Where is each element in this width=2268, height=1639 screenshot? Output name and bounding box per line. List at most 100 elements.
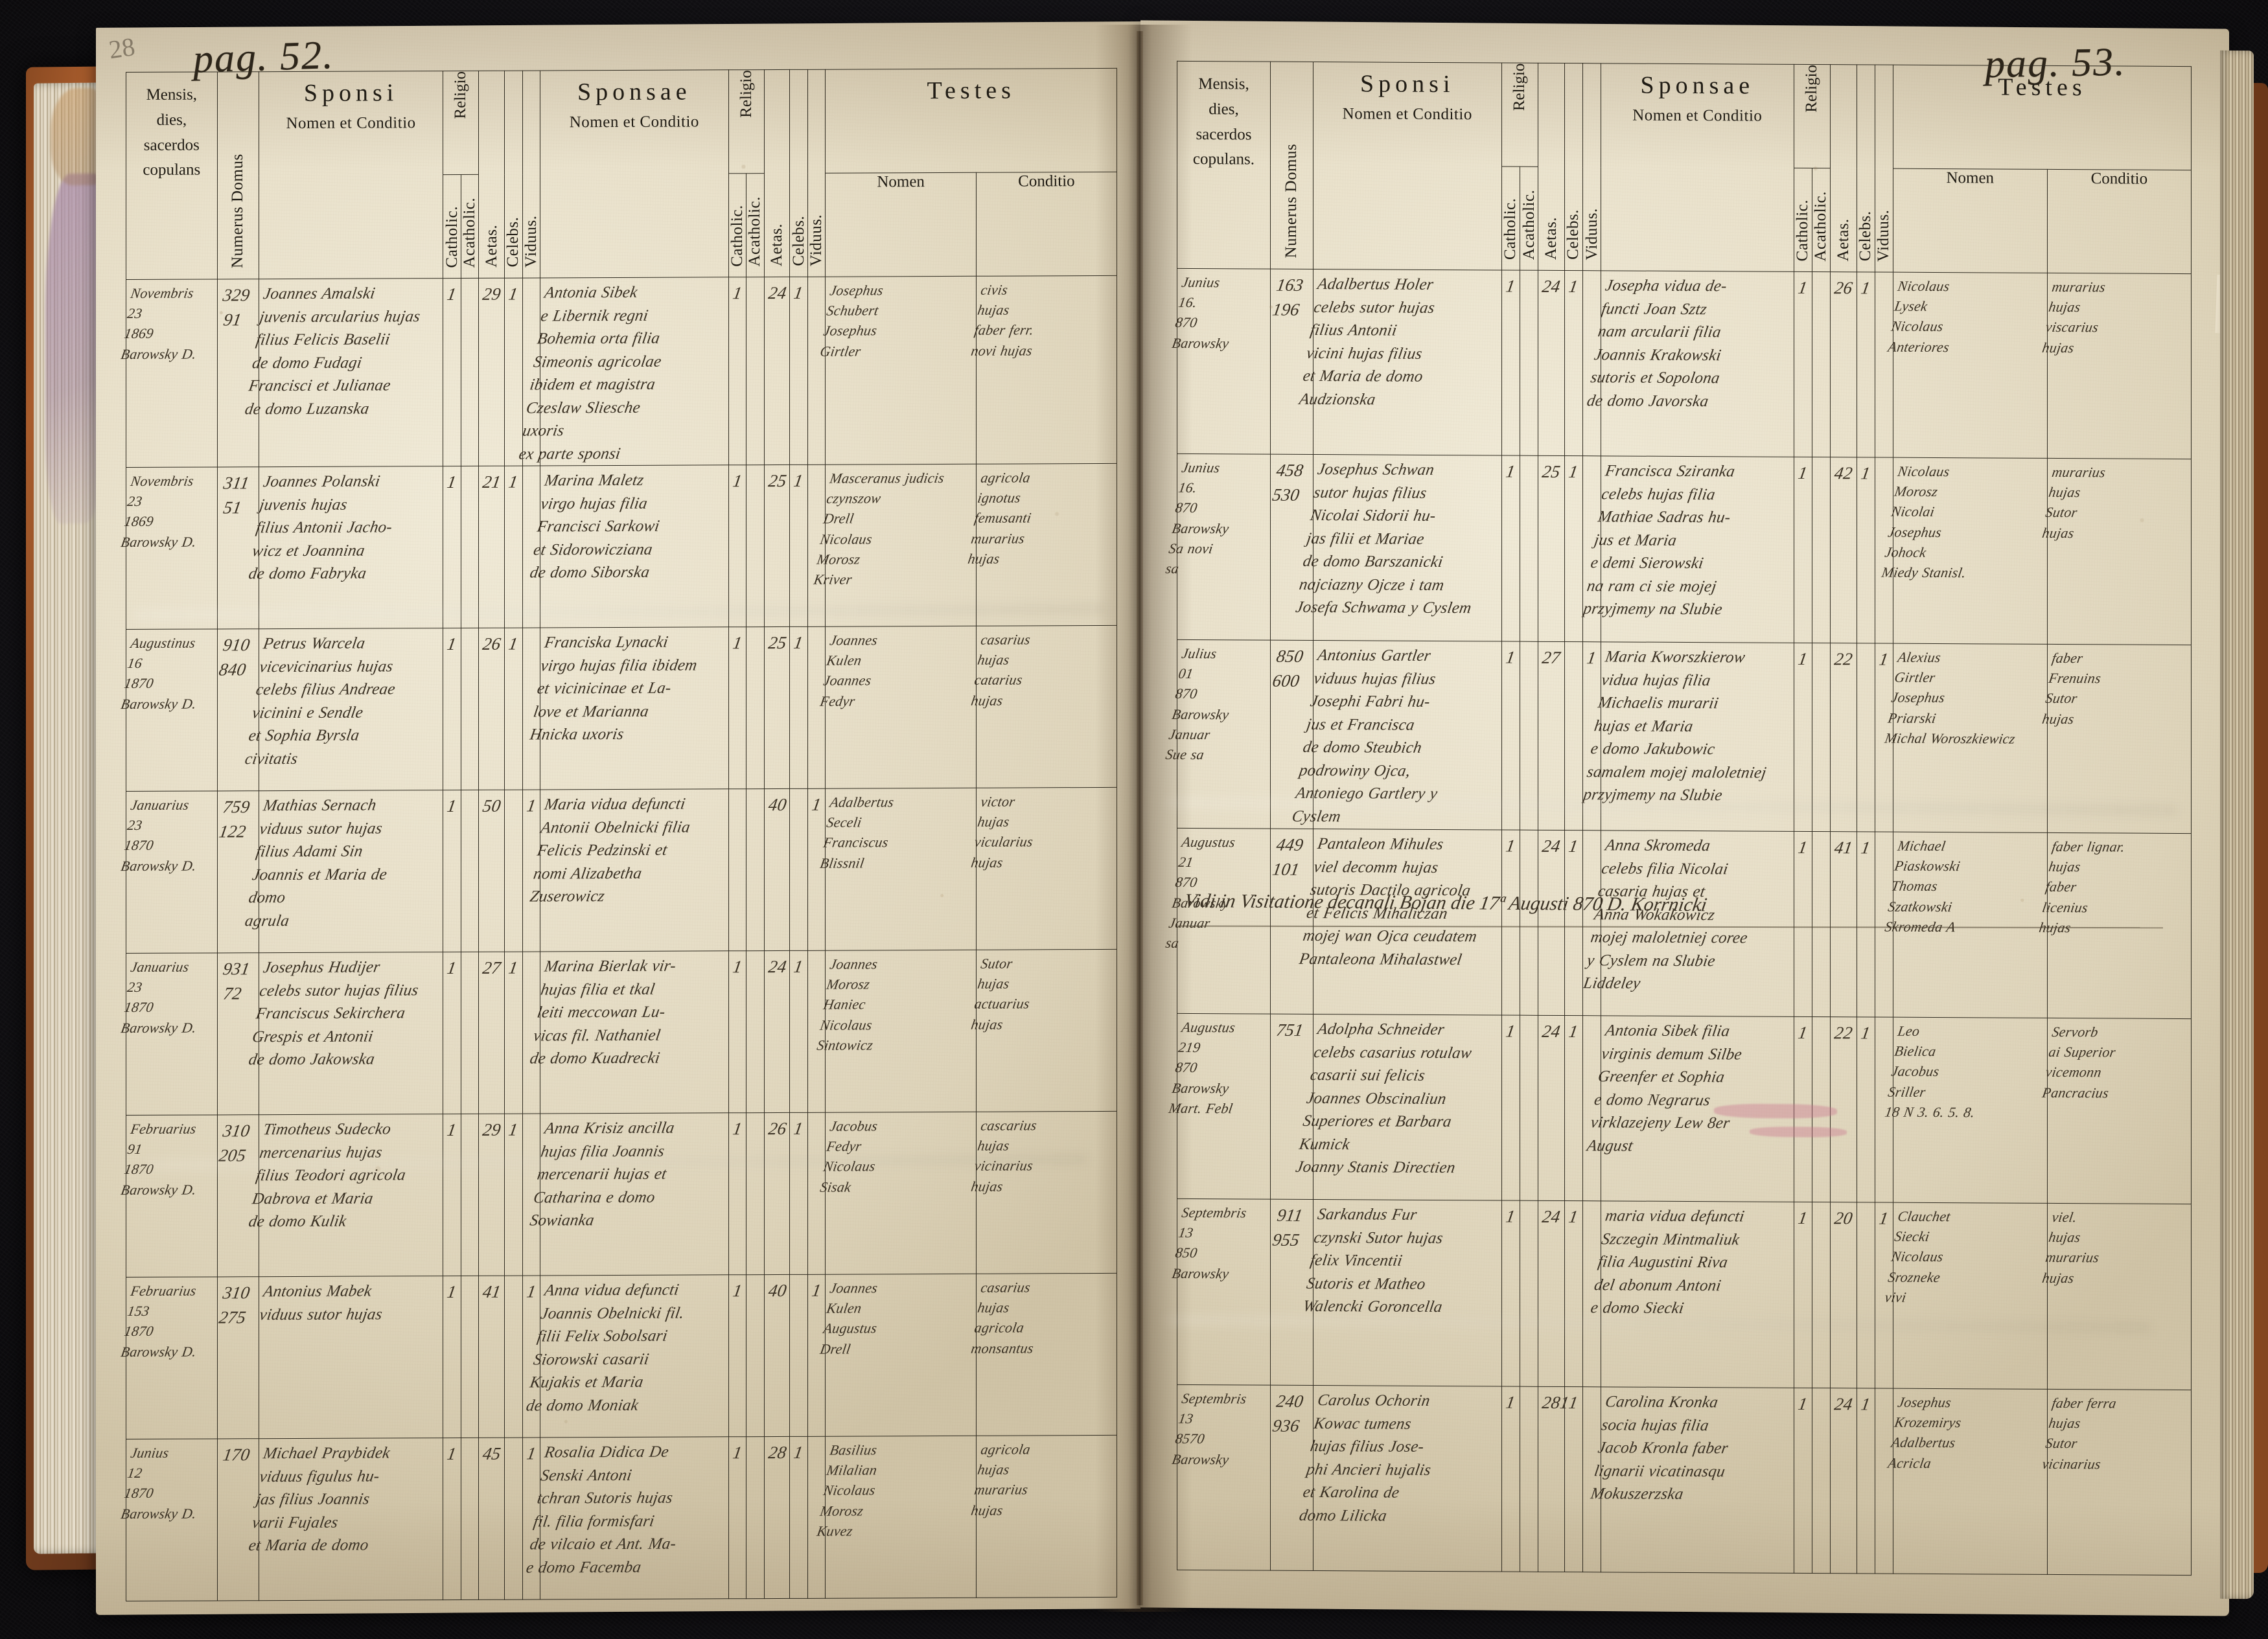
cell-sponsa-catholic (728, 788, 746, 951)
cell-testes-conditio-text: agricola ignotus femusanti murarius huja… (966, 469, 1033, 567)
cell-sponsa-catholic-text (728, 789, 746, 792)
header-numerus-domus-label-right: Numerus Domus (1282, 144, 1301, 258)
cell-sponsa: Marina Maletz virgo hujas filia Francisc… (529, 464, 729, 628)
header-numerus-domus-right: Numerus Domus (1270, 62, 1313, 269)
cell-sponsa-aetas-text: 40 (767, 794, 788, 815)
header-testes-conditio-left: Conditio (976, 172, 1117, 277)
cell-mensis-text: Junius 12 1870 Barowsky D. (119, 1444, 198, 1522)
cell-mensis: Januarius 23 1870 Barowsky D. (120, 952, 218, 1116)
register-entry-row: Februarius 153 1870 Barowsky D. 310 275 An… (120, 1273, 1117, 1439)
header-mensis-left: Mensis, dies, sacerdos copulans (126, 71, 218, 280)
cell-sponsus-catholic-text: 1 (446, 1119, 458, 1140)
cell-sponsa-aetas-text: 40 (767, 1280, 788, 1301)
header-religio-sponsi-right: Religio (1501, 63, 1538, 167)
cell-sponsus-celebs-text (504, 790, 522, 794)
header-religio-label-sponsae-right: Religio (1803, 64, 1821, 113)
cell-sponsus-aetas-text: 24 (1540, 836, 1562, 856)
cell-testes-nomen: Adalbertus Seceli Franciscus Blissnil (819, 788, 977, 951)
cell-mensis: Septembris 13 8570 Barowsky (1171, 1384, 1271, 1571)
cell-sponsus: Pantaleon Mihules viel decomm hujas suto… (1298, 829, 1502, 1016)
cell-testes-conditio: faber Frenuins Sutor hujas (2041, 643, 2192, 834)
cell-sponsa-acatholic-text (1812, 1202, 1830, 1206)
cell-sponsa-vidua-text (807, 951, 825, 954)
cell-sponsus-celebs-text: 1 (507, 472, 520, 492)
cell-sponsa-aetas-text: 24 (767, 282, 788, 303)
cell-testes-nomen-text: Nicolaus Lysek Nicolaus Anteriores (1886, 277, 1951, 355)
cell-numerus-domus-text: 329 91 (221, 285, 251, 330)
cell-sponsa-aetas-text: 24 (767, 956, 788, 977)
cell-sponsa-catholic: 1 (1794, 271, 1812, 457)
header-celebs-sponsae-left: Celebs. (790, 69, 808, 277)
cell-testes-nomen-text: Joannes Morosz Haniec Nicolaus Sintowicz (816, 956, 879, 1053)
header-religio-label-sponsi-left: Religio (452, 71, 470, 119)
cell-sponsus-viduus-text (1582, 1016, 1601, 1019)
cell-sponsus-catholic: 1 (1501, 270, 1520, 456)
header-acatholic-label-sponsi-right: Acatholic. (1520, 189, 1538, 260)
cell-sponsa-catholic: 1 (728, 626, 746, 789)
register-entry-row: Augustus 219 870 Barowsky Mart. Febl 751 A… (1168, 1013, 2192, 1205)
cell-sponsus-aetas-text: 24 (1540, 1207, 1562, 1227)
cell-sponsus-aetas-text: 29 (481, 1119, 503, 1140)
cell-sponsa: Marina Bierlak vir- hujas filia et tkal … (529, 950, 729, 1114)
cell-sponsa-text: Franciska Lynacki virgo hujas filia ibid… (528, 633, 699, 744)
cell-sponsus-acatholic-text (461, 466, 478, 470)
cell-sponsus-acatholic-text (461, 1438, 478, 1441)
cell-sponsa-acatholic-text (746, 951, 763, 954)
cell-sponsus-celebs-text (1564, 642, 1582, 645)
cell-sponsus-text: Josephus Schwan sutor hujas filius Nicol… (1294, 461, 1473, 617)
cell-sponsus-celebs-text: 1 (507, 634, 520, 654)
cell-sponsa-aetas-text: 22 (1833, 648, 1854, 669)
cell-testes-nomen-text: Alexius Girtler Josephus Priarski Michal… (1883, 648, 2017, 747)
header-testes-nomen-left: Nomen (825, 172, 977, 277)
header-acatholic-label-sponsi-left: Acatholic. (461, 197, 479, 268)
cell-mensis: Januarius 23 1870 Barowsky D. (120, 790, 218, 954)
cell-mensis: Junius 16. 870 Barowsky (1171, 268, 1271, 455)
cell-testes-nomen-text: Adalbertus Seceli Franciscus Blissnil (819, 794, 896, 871)
cell-sponsa: Maria Kworszkierow vidua hujas filia Mic… (1582, 641, 1794, 832)
cell-sponsa-acatholic-text (746, 627, 763, 630)
cell-sponsa-celebs: 1 (1857, 457, 1875, 643)
header-religio-sponsae-left: Religio (728, 69, 765, 174)
cell-sponsa-celebs: 1 (789, 464, 808, 627)
book-spine (1137, 31, 1143, 1605)
cell-sponsa-catholic: 1 (728, 950, 746, 1113)
cell-sponsus-catholic: 1 (1501, 641, 1520, 831)
header-sponsi-title-left: Sponsi (303, 79, 399, 107)
cell-sponsus-text: Joannes Amalski juvenis arcularius hujas… (244, 284, 422, 418)
cell-sponsus-viduus-text (522, 1114, 540, 1117)
cell-sponsus-text: Mathias Sernach viduus sutor hujas filiu… (244, 796, 389, 930)
cell-sponsus-viduus-text (522, 278, 540, 281)
header-vidua-sponsae-right: Viduus. (1875, 65, 1893, 273)
cell-sponsus-catholic: 1 (1501, 1200, 1520, 1386)
cell-sponsa-celebs-text: 1 (793, 1442, 805, 1462)
cell-mensis: Augustus 219 870 Barowsky Mart. Febl (1168, 1013, 1271, 1200)
cell-sponsus: Josephus Hudijer celebs sutor hujas fili… (248, 952, 443, 1115)
red-ink-mark (1714, 1103, 1837, 1119)
cell-sponsa: Anna Skromeda celebs filia Nicolai casar… (1582, 830, 1794, 1017)
header-acatholic-sponsae-right: Acatholic. (1812, 168, 1831, 272)
cell-numerus-domus-text: 163 196 (1271, 275, 1305, 320)
cell-sponsa-text: Maria Kworszkierow vidua hujas filia Mic… (1582, 647, 1768, 804)
cell-testes-conditio-text: murarius hujas Sutor hujas (2041, 464, 2107, 542)
cell-testes-nomen: Josephus Krozemirys Adalbertus Acricla (1887, 1388, 2048, 1575)
cell-mensis-text: Novembris 23 1869 Barowsky D. (119, 284, 198, 362)
cell-sponsus-celebs: 1 (1564, 1386, 1583, 1572)
cell-mensis: Augustinus 16 1870 Barowsky D. (120, 628, 218, 792)
cell-sponsa-celebs-text (1857, 1203, 1875, 1206)
cell-sponsa: Carolina Kronka socia hujas filia Jacob … (1590, 1386, 1794, 1574)
register-entry-row: Augustinus 16 1870 Barowsky D. 910 840 Pet… (120, 625, 1117, 792)
header-aetas-label-sponsi-right: Aetas. (1542, 216, 1560, 260)
cell-numerus-domus-text: 850 600 (1271, 646, 1305, 691)
cell-sponsa-aetas-text: 25 (767, 632, 788, 653)
cell-sponsa: maria vidua defuncti Szczegin Mintmaliuk… (1590, 1201, 1794, 1388)
cell-sponsa: Franciska Lynacki virgo hujas filia ibid… (529, 626, 729, 790)
cell-sponsus-viduus-text (1582, 1202, 1601, 1205)
cell-sponsus-celebs-text: 1 (1567, 462, 1580, 482)
header-catholic-label-sponsae-left: Catholic. (728, 204, 746, 267)
cell-sponsa-acatholic-text (746, 1113, 763, 1116)
cell-sponsa-aetas-text: 26 (767, 1118, 788, 1139)
cell-sponsus-aetas: 27 (1538, 641, 1565, 831)
cell-numerus-domus-text: 759 122 (217, 797, 251, 842)
header-aetas-sponsae-left: Aetas. (764, 69, 790, 277)
cell-sponsus-text: Antonius Gartler viduus hujas filius Jos… (1290, 646, 1439, 825)
